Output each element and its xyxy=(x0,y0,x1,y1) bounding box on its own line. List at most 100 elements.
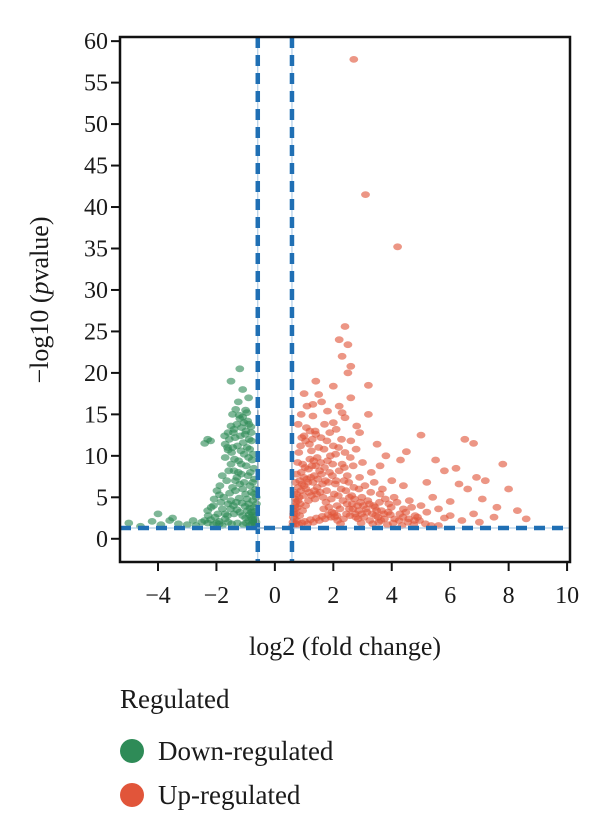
data-point xyxy=(292,470,301,478)
data-point xyxy=(217,472,227,480)
data-point xyxy=(469,510,478,518)
data-point xyxy=(238,386,248,393)
data-point xyxy=(361,191,370,199)
y-axis-title-suffix: value) xyxy=(25,216,54,281)
x-tick-label: 10 xyxy=(555,583,579,609)
y-tick-label: 45 xyxy=(84,154,108,180)
y-tick-label: 30 xyxy=(84,278,108,304)
data-point xyxy=(317,398,326,406)
data-point xyxy=(469,440,478,447)
data-point xyxy=(348,462,358,470)
data-point xyxy=(342,500,352,508)
data-point xyxy=(475,518,484,526)
y-tick-label: 10 xyxy=(84,444,108,470)
data-point xyxy=(209,495,219,503)
data-point xyxy=(203,512,213,519)
data-point xyxy=(246,429,256,436)
x-axis-title: log2 (fold change) xyxy=(249,632,441,661)
data-point xyxy=(235,365,245,373)
data-point xyxy=(344,479,354,486)
y-axis-title: −log10 (pvalue) xyxy=(25,216,54,383)
data-point xyxy=(234,411,244,419)
data-point xyxy=(346,394,356,402)
data-point xyxy=(392,498,402,506)
data-point xyxy=(231,477,240,485)
y-tick-label: 35 xyxy=(84,236,108,262)
data-point xyxy=(244,394,254,402)
data-point xyxy=(340,464,349,471)
data-point xyxy=(333,492,343,499)
data-point xyxy=(307,447,316,455)
data-point xyxy=(236,447,246,455)
data-point xyxy=(358,459,367,466)
data-point xyxy=(316,459,326,466)
data-point xyxy=(331,480,340,488)
series-down xyxy=(124,365,261,530)
data-point xyxy=(304,488,314,496)
legend-label-up: Up-regulated xyxy=(158,779,301,810)
data-point xyxy=(302,424,311,431)
data-point xyxy=(320,420,329,428)
data-point xyxy=(245,469,255,476)
data-point xyxy=(226,377,236,385)
y-tick-label: 55 xyxy=(84,71,108,97)
data-point xyxy=(223,512,232,519)
data-point xyxy=(413,513,422,521)
legend-label-down: Down-regulated xyxy=(158,735,334,766)
threshold-lines xyxy=(120,37,570,562)
data-point xyxy=(296,442,305,450)
data-point xyxy=(345,454,355,461)
data-point xyxy=(231,487,240,495)
data-point xyxy=(322,487,331,495)
data-point xyxy=(307,435,317,443)
data-point xyxy=(334,336,344,344)
legend-swatch-up xyxy=(120,783,144,807)
data-point xyxy=(233,398,243,406)
data-point xyxy=(340,414,350,422)
y-tick-label: 25 xyxy=(84,319,108,345)
data-point xyxy=(328,419,338,427)
data-point xyxy=(322,437,332,445)
data-point xyxy=(314,391,324,398)
data-point xyxy=(311,377,321,385)
data-point xyxy=(346,437,356,445)
y-tick-label: 40 xyxy=(84,195,108,221)
data-point xyxy=(477,495,487,503)
data-point xyxy=(460,435,470,443)
y-tick-label: 20 xyxy=(84,361,108,387)
data-point xyxy=(306,474,316,481)
data-point xyxy=(340,323,350,330)
data-point xyxy=(355,474,364,481)
data-point xyxy=(386,503,396,511)
data-point xyxy=(352,422,362,430)
data-point xyxy=(332,512,342,519)
data-point xyxy=(323,407,332,415)
data-point xyxy=(153,510,163,518)
data-point xyxy=(248,497,258,504)
data-point xyxy=(381,452,391,460)
data-point xyxy=(220,432,230,440)
legend-title: Regulated xyxy=(120,684,230,714)
data-point xyxy=(313,475,323,483)
y-axis-title-prefix: −log10 ( xyxy=(25,294,54,383)
data-point xyxy=(216,498,226,506)
data-point xyxy=(387,477,397,485)
legend: Regulated Down-regulated Up-regulated xyxy=(120,684,333,817)
data-point xyxy=(349,56,359,63)
data-point xyxy=(247,520,257,528)
data-point xyxy=(310,427,320,435)
data-point xyxy=(440,467,449,475)
data-point xyxy=(309,457,319,465)
data-point xyxy=(393,243,402,251)
data-point xyxy=(521,515,531,523)
data-point xyxy=(206,503,216,511)
data-point xyxy=(334,402,344,410)
data-point xyxy=(244,420,254,428)
data-point xyxy=(325,429,335,436)
data-point xyxy=(174,520,183,528)
data-point xyxy=(229,429,238,436)
data-point xyxy=(422,479,432,486)
data-point xyxy=(463,485,473,493)
data-point xyxy=(294,449,304,456)
data-point xyxy=(203,435,213,443)
